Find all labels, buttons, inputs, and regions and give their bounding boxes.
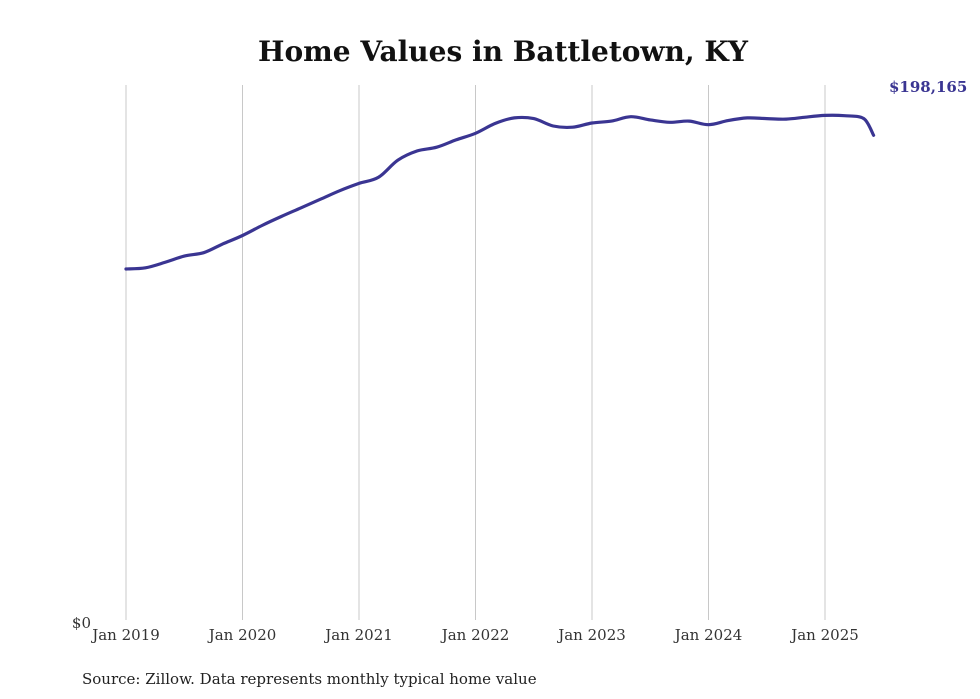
home-value-series-line bbox=[124, 113, 876, 271]
x-tick-label: Jan 2025 bbox=[789, 626, 859, 644]
y-axis-zero-label: $0 bbox=[72, 614, 91, 632]
source-note: Source: Zillow. Data represents monthly … bbox=[82, 670, 537, 688]
x-tick-label: Jan 2023 bbox=[556, 626, 626, 644]
latest-value-label: $198,165 bbox=[889, 78, 967, 96]
gridlines bbox=[125, 85, 826, 620]
x-tick-label: Jan 2020 bbox=[207, 626, 277, 644]
x-tick-label: Jan 2022 bbox=[440, 626, 510, 644]
x-axis-ticks: Jan 2019 Jan 2020 Jan 2021 Jan 2022 Jan 2023… bbox=[90, 626, 859, 644]
x-tick-label: Jan 2021 bbox=[323, 626, 393, 644]
x-tick-label: Jan 2019 bbox=[90, 626, 160, 644]
chart-title: Home Values in Battletown, KY bbox=[258, 35, 749, 68]
x-tick-label: Jan 2024 bbox=[673, 626, 743, 644]
